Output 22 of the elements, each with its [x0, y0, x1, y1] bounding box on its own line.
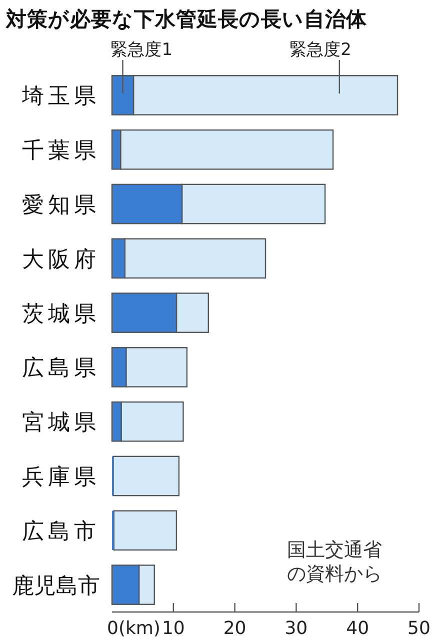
annotation: 国土交通省の資料から [287, 538, 383, 586]
y-tick-label: 広島市 [22, 519, 100, 544]
y-tick-label: 鹿児島市 [12, 574, 100, 599]
y-tick-label: 大阪府 [22, 247, 100, 272]
x-tick-label: 10 [162, 618, 185, 638]
y-tick-label: 宮城県 [22, 410, 100, 436]
x-tick-label: 40 [346, 618, 370, 638]
y-tick-label: 兵庫県 [22, 465, 100, 490]
y-tick-label: 茨城県 [22, 302, 100, 327]
x-tick-label: 20 [223, 618, 246, 638]
x-tick-label: 0(km) [107, 618, 160, 638]
title: 対策が必要な下水管延長の長い自治体 [6, 7, 367, 31]
series-label: 緊急度1 [110, 40, 173, 60]
bar [113, 510, 178, 551]
y-tick-label: 千葉県 [22, 138, 100, 164]
x-tick-label: 30 [284, 618, 308, 638]
y-tick-label: 広島県 [22, 356, 100, 382]
y-tick-label: 埼玉県 [21, 84, 100, 110]
x-tick-label: 50 [408, 618, 430, 638]
y-tick-label: 愛知県 [22, 193, 100, 218]
bar [112, 456, 180, 496]
series-label: 緊急度2 [290, 40, 352, 60]
